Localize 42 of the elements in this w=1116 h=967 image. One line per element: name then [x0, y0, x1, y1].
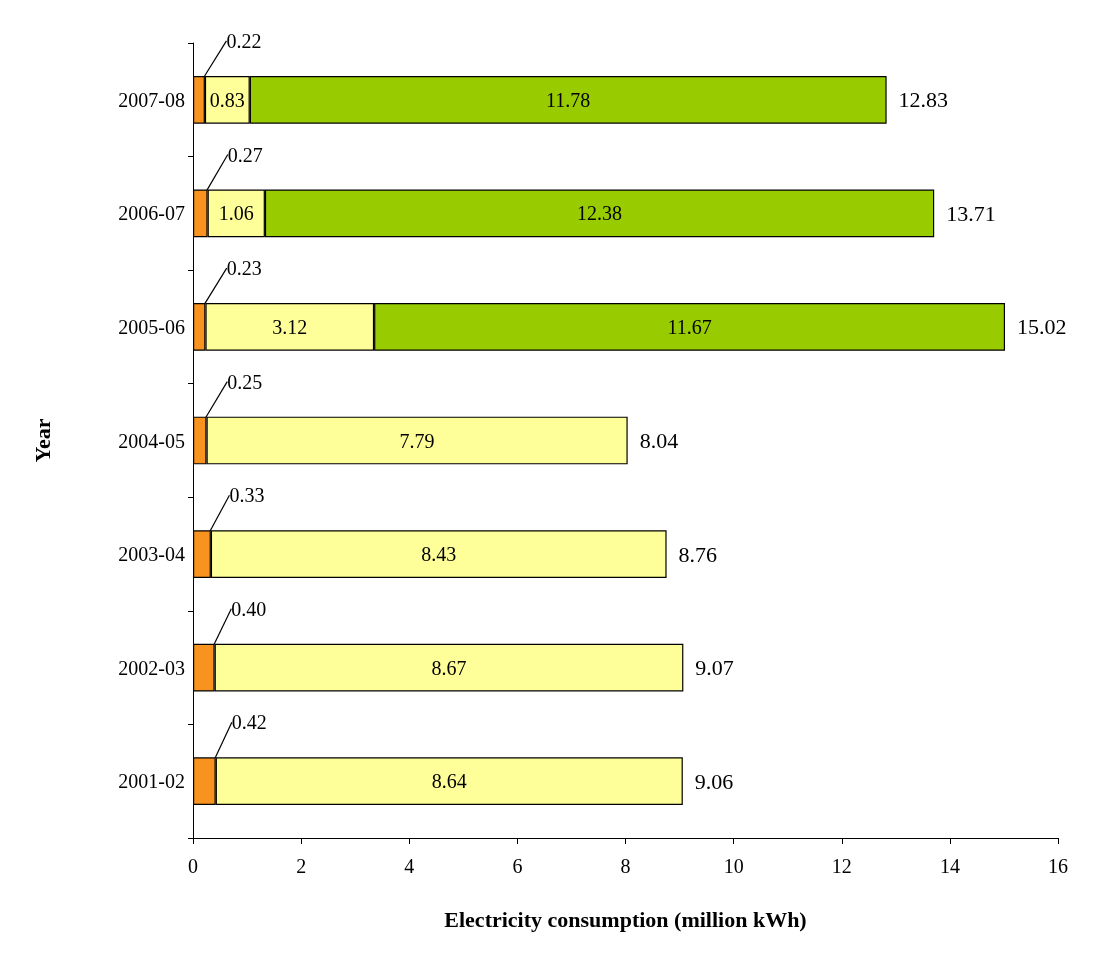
data-label: 8.67 — [431, 656, 467, 679]
total-label: 15.02 — [1017, 314, 1067, 340]
data-label: 0.83 — [209, 88, 245, 111]
data-label: 0.22 — [226, 29, 262, 52]
data-label: 0.33 — [229, 484, 265, 507]
data-label: 8.43 — [421, 543, 457, 566]
data-label: 0.23 — [226, 257, 262, 280]
x-tick-label: 14 — [939, 855, 960, 877]
y-tick-label: 2001-02 — [118, 770, 185, 793]
data-label: 11.67 — [667, 315, 712, 338]
total-label: 9.07 — [695, 655, 734, 681]
x-tick-label: 0 — [188, 855, 198, 877]
data-label: 8.64 — [431, 770, 467, 793]
total-label: 13.71 — [946, 200, 996, 226]
data-label: 0.42 — [231, 711, 267, 734]
x-tick-label: 6 — [512, 855, 523, 877]
y-tick-label: 2003-04 — [118, 543, 185, 566]
x-axis-title: Electricity consumption (million kWh) — [444, 906, 807, 932]
data-label: 0.27 — [227, 143, 263, 166]
data-label: 0.25 — [227, 370, 263, 393]
data-label: 0.40 — [231, 597, 267, 620]
data-label: 1.06 — [218, 202, 254, 225]
x-tick-label: 8 — [620, 855, 631, 877]
total-label: 12.83 — [898, 87, 949, 113]
data-label: 12.38 — [577, 202, 623, 225]
y-tick-label: 2005-06 — [118, 315, 185, 338]
x-tick-label: 4 — [404, 855, 415, 877]
x-tick-label: 12 — [831, 855, 852, 877]
data-label: 3.12 — [272, 315, 308, 338]
x-tick-label: 10 — [723, 855, 744, 877]
total-label: 9.06 — [694, 768, 734, 794]
x-tick-label: 16 — [1048, 855, 1068, 877]
x-tick-label: 2 — [296, 855, 307, 877]
total-label: 8.04 — [639, 428, 679, 453]
y-tick-label: 2004-05 — [118, 429, 185, 452]
data-label: 11.78 — [546, 88, 591, 111]
y-axis-title: Year — [29, 418, 55, 463]
y-tick-label: 2006-07 — [118, 202, 185, 225]
y-tick-label: 2002-03 — [118, 656, 185, 679]
total-label: 8.76 — [678, 541, 718, 567]
y-tick-label: 2007-08 — [118, 88, 185, 111]
data-label: 7.79 — [399, 429, 435, 452]
